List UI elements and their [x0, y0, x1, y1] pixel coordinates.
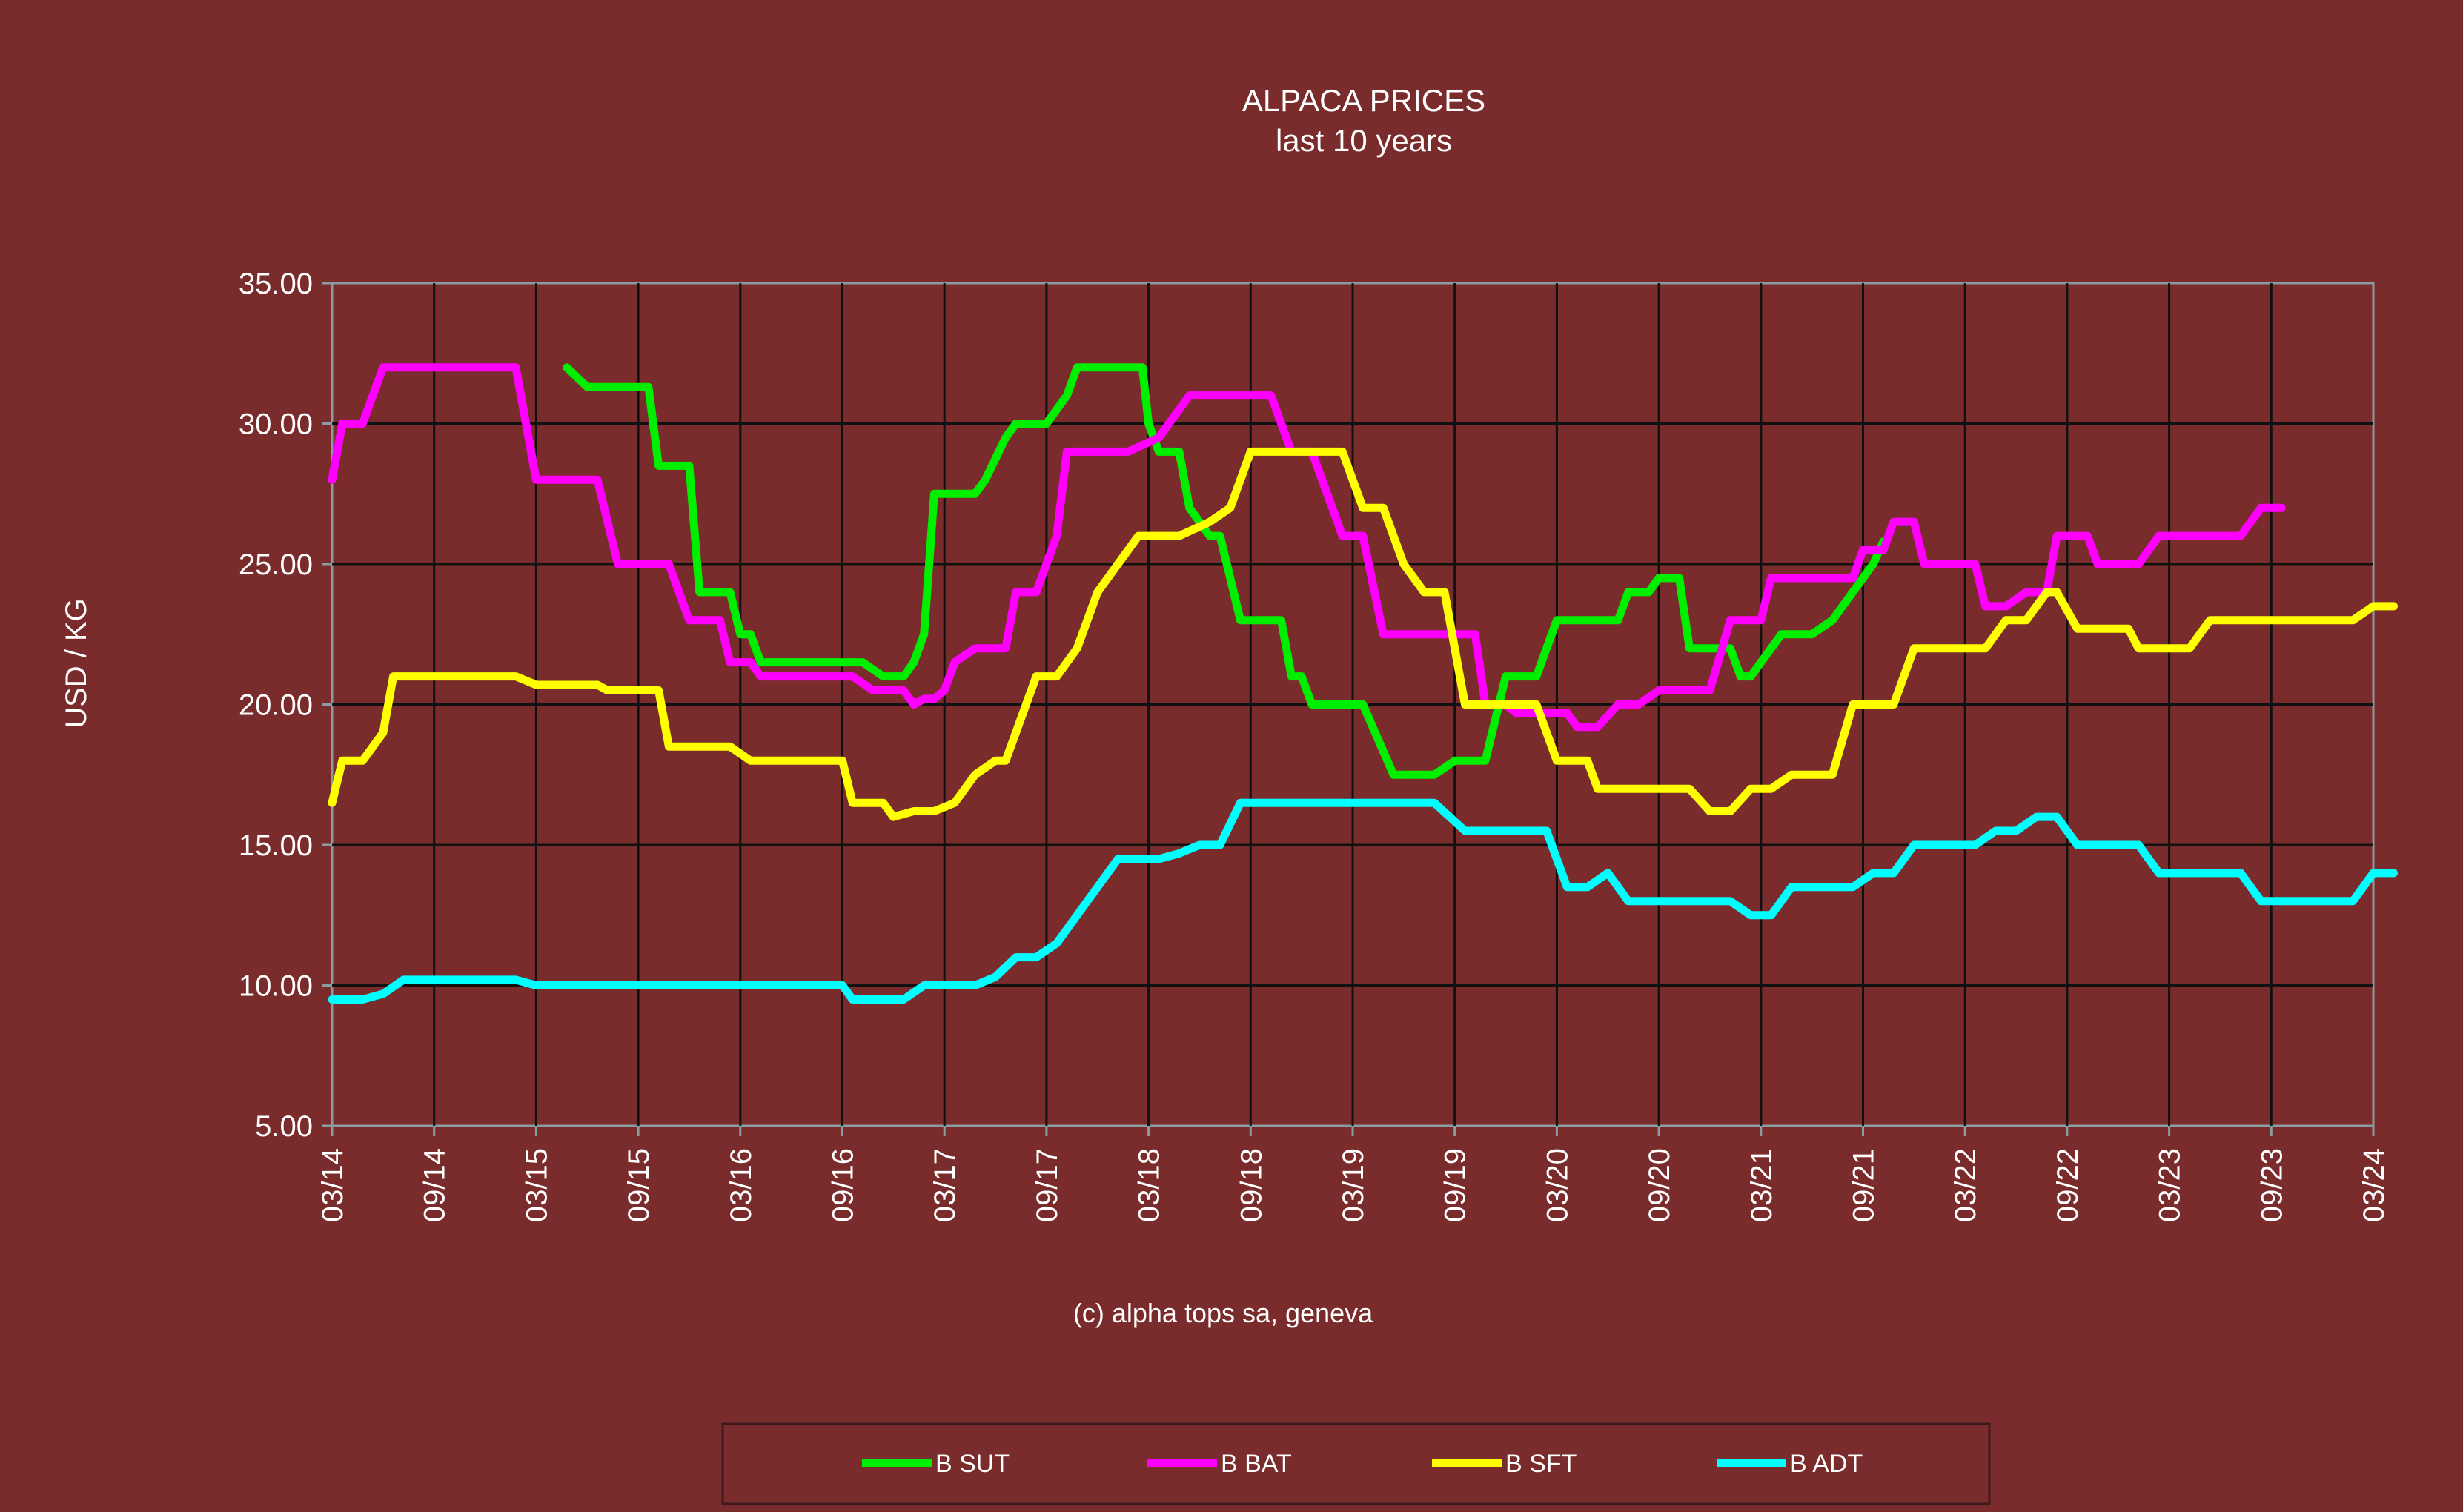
y-tick-label: 35.00 [239, 268, 313, 300]
x-tick-label: 03/19 [1337, 1148, 1370, 1222]
x-tick-label: 09/23 [2255, 1148, 2288, 1222]
y-tick-labels: 5.00 10.00 15.00 20.00 25.00 30.00 35.00 [239, 268, 313, 1143]
x-tick-label: 03/18 [1133, 1148, 1166, 1222]
x-tick-label: 09/21 [1848, 1148, 1880, 1222]
y-tick-label: 15.00 [239, 829, 313, 862]
x-tick-label: 09/17 [1031, 1148, 1064, 1222]
y-tick-label: 20.00 [239, 689, 313, 722]
x-tick-label: 09/19 [1439, 1148, 1472, 1222]
y-tick-label: 25.00 [239, 548, 313, 581]
x-tick-label: 03/21 [1746, 1148, 1778, 1222]
legend-item-b-sut: B SUT [862, 1450, 1010, 1478]
series-line-b-adt [328, 798, 2398, 1004]
legend-label: B ADT [1790, 1450, 1863, 1478]
x-tick-label: 03/16 [725, 1148, 758, 1222]
x-tick-label: 09/22 [2052, 1148, 2084, 1222]
legend-item-b-sft: B SFT [1432, 1450, 1577, 1478]
legend-label: B SUT [935, 1450, 1010, 1478]
x-tick-label: 03/15 [520, 1148, 553, 1222]
legend-label: B BAT [1221, 1450, 1292, 1478]
legend-box [721, 1422, 1991, 1505]
x-tick-label: 09/16 [827, 1148, 860, 1222]
x-tick-label: 03/24 [2358, 1148, 2390, 1222]
x-tick-label: 03/17 [929, 1148, 961, 1222]
series-line-b-sft [328, 447, 2398, 821]
y-axis-title: USD / KG [60, 598, 93, 729]
x-tick-label: 03/14 [316, 1148, 349, 1222]
y-tick-label: 5.00 [255, 1110, 313, 1143]
legend-item-b-adt: B ADT [1717, 1450, 1863, 1478]
y-tick-label: 30.00 [239, 408, 313, 441]
x-tick-label: 03/20 [1541, 1148, 1574, 1222]
legend-label: B SFT [1505, 1450, 1577, 1478]
x-tick-label: 03/22 [1949, 1148, 1982, 1222]
axes [322, 282, 2375, 1136]
series-line-b-sut [563, 363, 1888, 779]
x-tick-label: 09/20 [1643, 1148, 1676, 1222]
x-tick-label: 03/23 [2154, 1148, 2187, 1222]
x-tick-labels: 03/14 09/14 03/15 09/15 03/16 09/16 03/17 09/17… [316, 1148, 2390, 1222]
series-line-b-bat [328, 363, 2286, 732]
chart-title: ALPACA PRICES [1242, 83, 1485, 118]
chart-subtitle: last 10 years [1276, 123, 1452, 158]
y-tick-label: 10.00 [239, 970, 313, 1003]
series-lines [328, 363, 2398, 1004]
x-tick-label: 09/18 [1235, 1148, 1267, 1222]
legend-item-b-bat: B BAT [1147, 1450, 1292, 1478]
copyright-note: (c) alpha tops sa, geneva [1073, 1298, 1373, 1328]
x-tick-label: 09/14 [419, 1148, 451, 1222]
x-tick-label: 09/15 [623, 1148, 655, 1222]
